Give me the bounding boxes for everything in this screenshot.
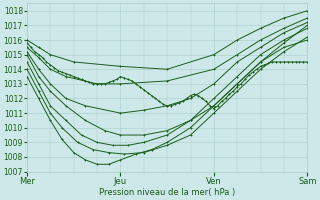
X-axis label: Pression niveau de la mer( hPa ): Pression niveau de la mer( hPa ) [99, 188, 235, 197]
